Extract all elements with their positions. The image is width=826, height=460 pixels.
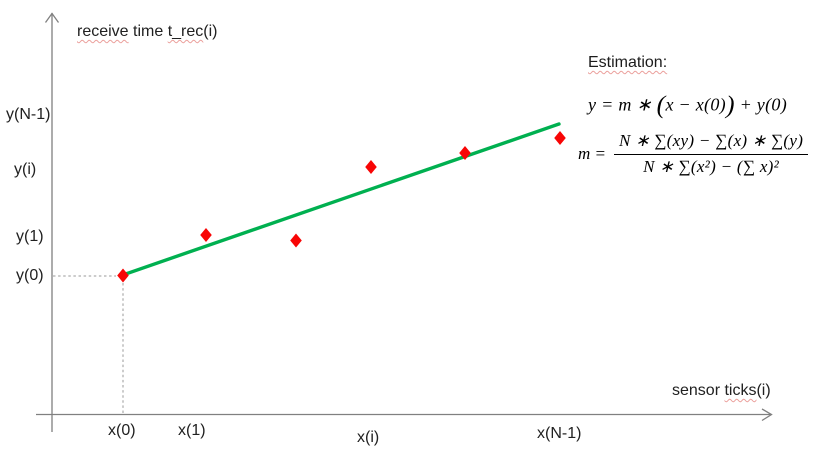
- y-axis-title-word-receive: receive: [77, 23, 129, 40]
- formula-y-tail: + y(0): [734, 94, 787, 115]
- formula-y-close-paren: ): [725, 90, 735, 119]
- data-point-marker-3: [365, 160, 377, 174]
- x-axis-title-word-ticks: ticks: [724, 382, 757, 399]
- trend-line: [125, 122, 561, 276]
- formula-y-open-paren: (: [656, 90, 666, 119]
- formula-m-numerator: N ∗ ∑(xy) − ∑(x) ∗ ∑(y): [614, 131, 809, 155]
- y-axis-title-word-i: (i): [203, 23, 218, 40]
- formula-m-fraction: N ∗ ∑(xy) − ∑(x) ∗ ∑(y) N ∗ ∑(x²) − (∑ x…: [614, 131, 809, 177]
- estimation-formula-m: m = N ∗ ∑(xy) − ∑(x) ∗ ∑(y) N ∗ ∑(x²) − …: [578, 131, 809, 177]
- formula-m-lead: m =: [578, 144, 606, 163]
- y-tick-label-y1: y(1): [16, 228, 44, 245]
- y-axis-title-word-time: time: [128, 23, 168, 40]
- data-point-marker-2: [290, 233, 302, 248]
- data-point-marker-4: [459, 146, 471, 160]
- y-axis-title: receive time t_rec(i): [77, 23, 218, 41]
- estimation-heading: Estimation:: [588, 54, 668, 71]
- formula-m-denominator: N ∗ ∑(x²) − (∑ x)²: [643, 157, 780, 176]
- estimation-formula-y: y = m ∗ (x − x(0)) + y(0): [588, 90, 787, 120]
- data-point-marker-0: [117, 268, 129, 283]
- y-axis-arrowhead-icon: [44, 12, 60, 23]
- y-axis-title-word-trec: t_rec: [167, 23, 204, 40]
- data-point-marker-5: [554, 131, 566, 145]
- x-tick-label-xi: x(i): [357, 429, 380, 446]
- x-axis-title-word-sensor: sensor: [672, 382, 725, 399]
- x-tick-label-x0: x(0): [108, 422, 136, 439]
- y-tick-label-yi: y(i): [14, 161, 37, 178]
- x-axis-title-word-i: (i): [756, 382, 771, 399]
- data-point-marker-1: [200, 228, 212, 242]
- x-tick-label-x1: x(1): [178, 422, 206, 439]
- formula-y-lead: y = m ∗: [588, 94, 657, 115]
- formula-y-inner: x − x(0): [665, 94, 726, 115]
- x-tick-label-xN1: x(N-1): [537, 425, 582, 442]
- y-tick-label-y0: y(0): [16, 267, 44, 284]
- y-tick-label-yN1: y(N-1): [6, 106, 51, 123]
- x-axis-arrowhead-icon: [761, 408, 773, 422]
- x-axis-title: sensor ticks(i): [672, 382, 771, 400]
